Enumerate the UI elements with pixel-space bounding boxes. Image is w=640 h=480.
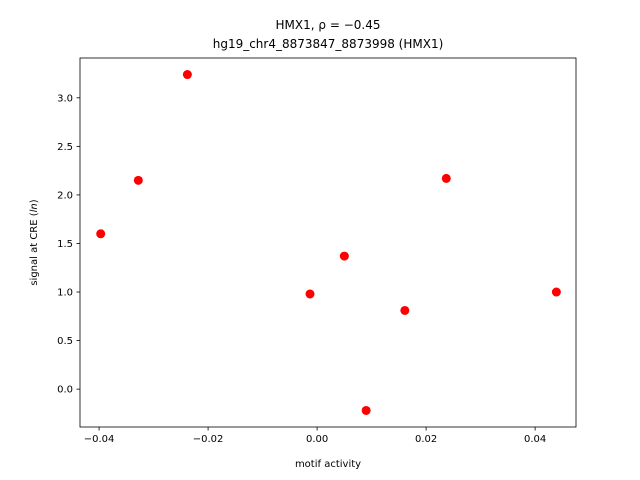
y-axis-label-prefix: signal at CRE (: [29, 212, 40, 285]
y-tick-label: 0.0: [57, 385, 73, 396]
x-axis: −0.04 −0.02 0.00 0.02 0.04: [84, 427, 546, 445]
y-axis-label: signal at CRE (ln): [29, 199, 40, 285]
x-axis-label: motif activity: [295, 459, 361, 470]
x-tick-label: 0.02: [415, 434, 437, 445]
y-tick-label: 1.5: [57, 239, 73, 250]
chart-title-line1: HMX1, ρ = −0.45: [276, 18, 381, 32]
data-point-3: [182, 70, 192, 80]
y-tick-label: 1.0: [57, 288, 73, 299]
data-point-9: [551, 287, 561, 297]
x-tick-label: 0.04: [524, 434, 546, 445]
data-point-8: [441, 173, 451, 183]
y-axis-label-italic: ln: [29, 203, 40, 212]
data-point-6: [361, 405, 371, 415]
x-tick-label: −0.04: [84, 434, 115, 445]
y-axis-label-suffix: ): [29, 199, 40, 203]
y-axis: 0.0 0.5 1.0 1.5 2.0 2.5 3.0: [57, 93, 80, 396]
plot-frame: [79, 57, 577, 428]
data-point-7: [400, 305, 410, 315]
data-point-1: [96, 229, 106, 239]
y-tick-label: 0.5: [57, 336, 73, 347]
y-tick-label: 3.0: [57, 93, 73, 104]
x-tick-label: −0.02: [193, 434, 224, 445]
plot-area: [79, 57, 577, 428]
chart-title-line2: hg19_chr4_8873847_8873998 (HMX1): [213, 37, 444, 51]
data-point-5: [339, 251, 349, 261]
y-tick-label: 2.0: [57, 190, 73, 201]
data-points: [96, 70, 561, 415]
x-tick-label: 0.00: [306, 434, 328, 445]
data-point-4: [305, 289, 315, 299]
data-point-2: [133, 175, 143, 185]
y-tick-label: 2.5: [57, 142, 73, 153]
